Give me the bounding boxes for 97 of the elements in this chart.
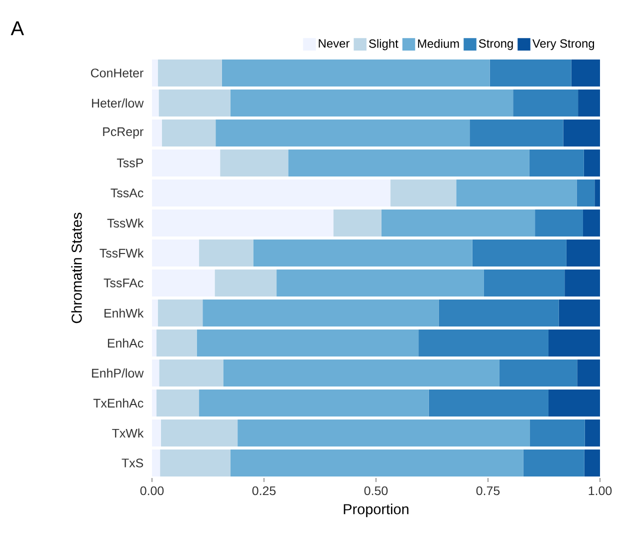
y-tick-label: TssFAc: [104, 278, 144, 288]
y-tick-label: Heter/low: [92, 98, 144, 108]
x-tick-label: 0.50: [364, 486, 388, 496]
bar: [571, 59, 600, 86]
bar: [438, 299, 559, 326]
bar: [584, 149, 600, 176]
bar: [152, 179, 390, 206]
bar: [530, 420, 585, 446]
bar: [490, 59, 572, 86]
bar: [159, 360, 224, 386]
bar: [230, 89, 514, 116]
bar: [160, 450, 230, 476]
bar: [152, 299, 158, 326]
y-tick-label: ConHeter: [90, 68, 144, 78]
bar: [594, 179, 600, 206]
bar: [288, 149, 530, 176]
y-tick-label: TxS: [122, 458, 144, 468]
y-tick-label: TssWk: [107, 218, 144, 228]
bar: [158, 299, 203, 326]
bar: [152, 59, 158, 86]
y-tick-label: EnhAc: [108, 338, 144, 348]
bar: [529, 149, 584, 176]
x-tick-label: 0.75: [476, 486, 500, 496]
legend-label: Medium: [418, 39, 459, 48]
bar: [523, 450, 584, 476]
bar: [577, 360, 600, 386]
bar: [158, 89, 230, 116]
legend-label: Never: [318, 39, 350, 48]
bar: [238, 420, 530, 446]
bar: [390, 179, 456, 206]
bar: [472, 239, 566, 266]
bar: [216, 119, 470, 146]
y-tick-label: TssAc: [110, 188, 144, 198]
bar: [584, 420, 600, 446]
bar: [156, 330, 197, 356]
bar: [428, 390, 548, 416]
bar: [535, 209, 583, 236]
bar: [152, 360, 160, 386]
bar: [499, 360, 578, 386]
bar: [253, 239, 472, 266]
bar: [152, 119, 162, 146]
x-tick-label: 0.00: [140, 486, 164, 496]
y-tick-label: EnhP/low: [92, 368, 144, 378]
bar: [578, 89, 600, 116]
y-tick-label: EnhWk: [104, 308, 144, 318]
bar: [152, 450, 160, 476]
bar: [222, 59, 490, 86]
bar: [548, 390, 600, 416]
y-tick-label: TxWk: [112, 428, 144, 438]
x-axis-title: Proportion: [344, 504, 408, 518]
bar: [563, 119, 600, 146]
bar: [152, 149, 220, 176]
bar: [160, 420, 238, 446]
bar: [223, 360, 500, 386]
y-tick-label: TxEnhAc: [93, 398, 144, 408]
bar: [152, 209, 334, 236]
bar: [276, 269, 484, 296]
bar: [558, 299, 600, 326]
y-tick-label: PcRepr: [103, 127, 144, 139]
bar: [199, 239, 254, 266]
bar: [418, 330, 548, 356]
x-tick-label: 1.00: [588, 486, 612, 496]
bar: [162, 119, 216, 146]
y-tick-label: TssFWk: [100, 248, 144, 258]
bar: [156, 390, 200, 416]
bar: [576, 179, 595, 206]
y-tick-label: TssP: [116, 158, 144, 168]
legend-label: Strong: [478, 39, 513, 50]
bar: [220, 149, 288, 176]
bar: [158, 59, 222, 86]
bar: [202, 299, 439, 326]
bar: [484, 269, 565, 296]
bar: [152, 239, 200, 266]
bar: [333, 209, 382, 236]
bar: [470, 119, 564, 146]
bar: [152, 330, 156, 356]
bar: [456, 179, 577, 206]
legend-label: Slight: [369, 39, 398, 50]
bar: [152, 420, 161, 446]
y-axis-title: Chromatin States: [71, 212, 82, 324]
bar: [381, 209, 536, 236]
bar: [199, 390, 429, 416]
bar: [564, 269, 600, 296]
bar: [152, 390, 156, 416]
bar: [230, 450, 524, 476]
bar: [214, 269, 277, 296]
bar: [513, 89, 578, 116]
bar: [582, 209, 600, 236]
x-tick-label: 0.25: [252, 486, 276, 496]
bar: [584, 450, 600, 476]
bar: [152, 269, 215, 296]
legend-label: Very Strong: [532, 39, 594, 50]
chart-title: A: [10, 21, 24, 36]
bar: [566, 239, 600, 266]
bar: [152, 89, 159, 116]
bar: [548, 330, 600, 356]
bar: [196, 330, 419, 356]
